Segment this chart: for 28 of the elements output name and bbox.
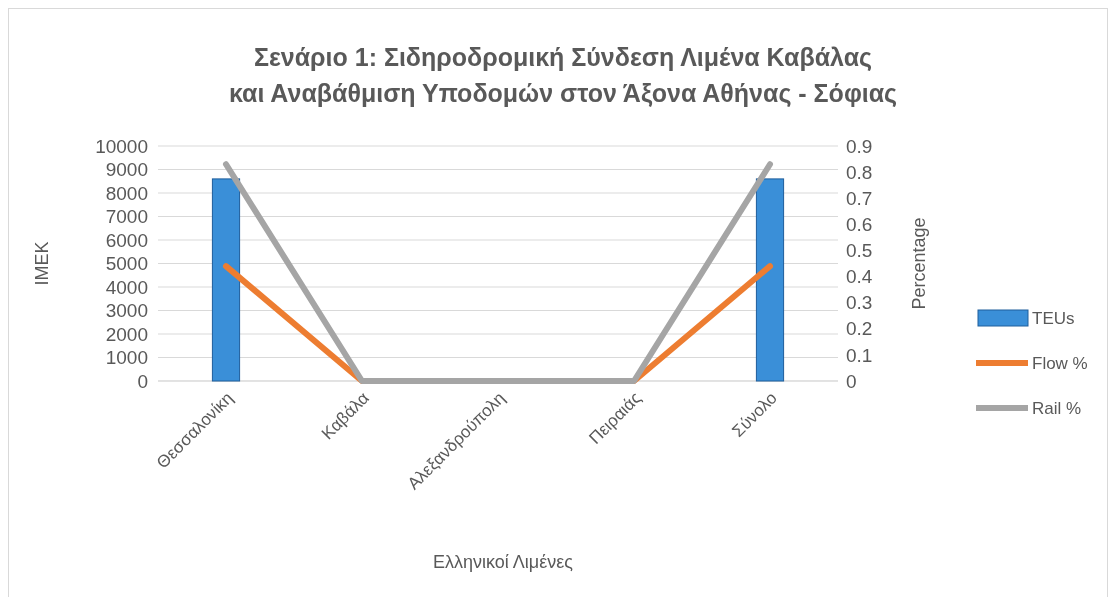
- y2-tick-label: 0.3: [846, 292, 873, 314]
- y2-tick-label: 0.5: [846, 240, 873, 262]
- y-axis-title: ΙΜΕΚ: [32, 241, 52, 286]
- legend-label: Flow %: [1032, 353, 1088, 373]
- y-tick-label: 3000: [105, 300, 148, 322]
- y2-tick-label: 0.7: [846, 187, 873, 209]
- y2-tick-label: 0.6: [846, 213, 873, 235]
- legend-label: TEUs: [1032, 308, 1075, 328]
- y-tick-label: 7000: [105, 206, 148, 228]
- legend-label: Rail %: [1032, 398, 1082, 418]
- x-axis-title: Ελληνικοί Λιμένες: [433, 552, 574, 572]
- y2-tick-label: 0: [846, 370, 857, 392]
- y-tick-label: 9000: [105, 159, 148, 181]
- y-tick-label: 1000: [105, 347, 148, 369]
- y-tick-label: 8000: [105, 182, 148, 204]
- y-tick-label: 6000: [105, 229, 148, 251]
- y-tick-label: 2000: [105, 323, 148, 345]
- y2-tick-label: 0.8: [846, 161, 873, 183]
- y-tick-label: 0: [137, 370, 148, 392]
- y2-axis-title: Percentage: [909, 217, 929, 310]
- chart-title: Σενάριο 1: Σιδηροδρομική Σύνδεση Λιμένα Καβάλας και Αναβάθμιση Υποδομών στον Άξονα Αθήνας - Σόφιας: [228, 43, 898, 108]
- y-tick-label: 4000: [105, 276, 148, 298]
- y2-tick-label: 0.1: [846, 344, 873, 366]
- y2-tick-label: 0.4: [846, 266, 873, 288]
- y-tick-label: 5000: [105, 253, 148, 275]
- y-tick-label: 10000: [95, 135, 148, 157]
- y2-tick-label: 0.2: [846, 318, 873, 340]
- y2-tick-label: 0.9: [846, 135, 873, 157]
